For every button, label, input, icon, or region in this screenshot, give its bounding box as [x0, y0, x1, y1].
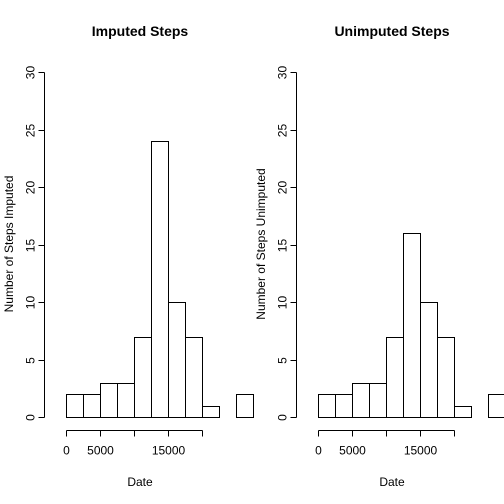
x-tick-label: 0	[315, 444, 322, 458]
y-tick-label: 5	[24, 357, 38, 364]
y-tick-label: 25	[24, 124, 38, 138]
x-tick-label: 5000	[87, 444, 114, 458]
histogram-bar	[100, 383, 118, 418]
histogram-bar	[236, 394, 254, 418]
histogram-bar	[134, 337, 152, 418]
histogram-bar	[66, 394, 84, 418]
y-tick-label: 20	[24, 181, 38, 195]
y-tick-label: 10	[276, 296, 290, 310]
histogram-bar	[420, 302, 438, 418]
bars-group	[318, 233, 504, 418]
histogram-bar	[335, 394, 353, 418]
bars-group	[66, 141, 254, 418]
histogram-bar	[352, 383, 370, 418]
chart-title: Imputed Steps	[92, 23, 189, 39]
histogram-bar	[437, 337, 455, 418]
y-tick-label: 15	[24, 239, 38, 253]
y-tick-label: 30	[276, 66, 290, 80]
y-tick-label: 5	[276, 357, 290, 364]
histogram-bar	[386, 337, 404, 418]
histogram-bar	[202, 406, 220, 418]
x-tick-label: 5000	[339, 444, 366, 458]
x-axis: 0 5000 15000	[63, 430, 203, 458]
histogram-bar	[369, 383, 387, 418]
y-axis: 0 5 10 15 20 25 30	[276, 66, 297, 421]
x-axis: 0 5000 15000	[315, 430, 455, 458]
y-axis: 0 5 10 15 20 25 30	[24, 66, 45, 421]
y-tick-label: 20	[276, 181, 290, 195]
x-tick-label: 15000	[152, 444, 186, 458]
y-tick-label: 0	[24, 414, 38, 421]
y-axis-label: Number of Steps Unimputed	[254, 168, 268, 319]
histogram-bar	[318, 394, 336, 418]
y-tick-label: 10	[24, 296, 38, 310]
x-tick-label: 15000	[404, 444, 438, 458]
y-tick-label: 0	[276, 414, 290, 421]
y-tick-label: 15	[276, 239, 290, 253]
y-axis-label: Number of Steps Imputed	[2, 176, 16, 313]
unimputed-steps-panel: Unimputed Steps Date Number of Steps Uni…	[254, 23, 504, 489]
histogram-bar	[488, 394, 504, 418]
histogram-bar	[185, 337, 203, 418]
histogram-bar	[117, 383, 135, 418]
x-axis-label: Date	[127, 475, 153, 489]
histogram-bar	[151, 141, 169, 418]
histogram-bar	[168, 302, 186, 418]
y-tick-label: 30	[24, 66, 38, 80]
y-tick-label: 25	[276, 124, 290, 138]
histogram-bar	[454, 406, 472, 418]
x-tick-label: 0	[63, 444, 70, 458]
chart-title: Unimputed Steps	[334, 23, 449, 39]
histogram-bar	[403, 233, 421, 418]
x-axis-label: Date	[379, 475, 405, 489]
imputed-steps-panel: Imputed Steps Date Number of Steps Imput…	[2, 23, 254, 489]
histogram-bar	[83, 394, 101, 418]
